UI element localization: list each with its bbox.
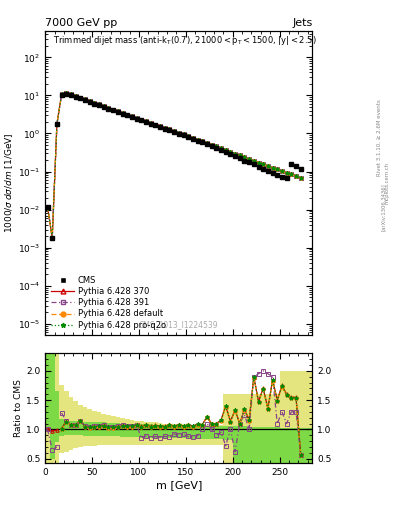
Y-axis label: Ratio to CMS: Ratio to CMS (14, 379, 23, 437)
Text: CMS_2013_I1224539: CMS_2013_I1224539 (139, 321, 219, 329)
Text: 7000 GeV pp: 7000 GeV pp (45, 18, 118, 28)
Text: mcplots.cern.ch: mcplots.cern.ch (385, 162, 389, 204)
Text: [arXiv:1306.3436]: [arXiv:1306.3436] (381, 183, 386, 231)
Y-axis label: $1000/\sigma\,d\sigma/dm$ [1/GeV]: $1000/\sigma\,d\sigma/dm$ [1/GeV] (4, 133, 15, 233)
Text: Jets: Jets (292, 18, 312, 28)
Text: Rivet 3.1.10, ≥ 2.6M events: Rivet 3.1.10, ≥ 2.6M events (377, 99, 382, 176)
Legend: CMS, Pythia 6.428 370, Pythia 6.428 391, Pythia 6.428 default, Pythia 6.428 pro-: CMS, Pythia 6.428 370, Pythia 6.428 391,… (50, 274, 167, 331)
Text: Trimmed dijet mass (anti-k$_\mathregular{T}$(0.7), 21000$<$p$_\mathregular{T}$$<: Trimmed dijet mass (anti-k$_\mathregular… (53, 34, 317, 47)
X-axis label: m [GeV]: m [GeV] (156, 480, 202, 490)
